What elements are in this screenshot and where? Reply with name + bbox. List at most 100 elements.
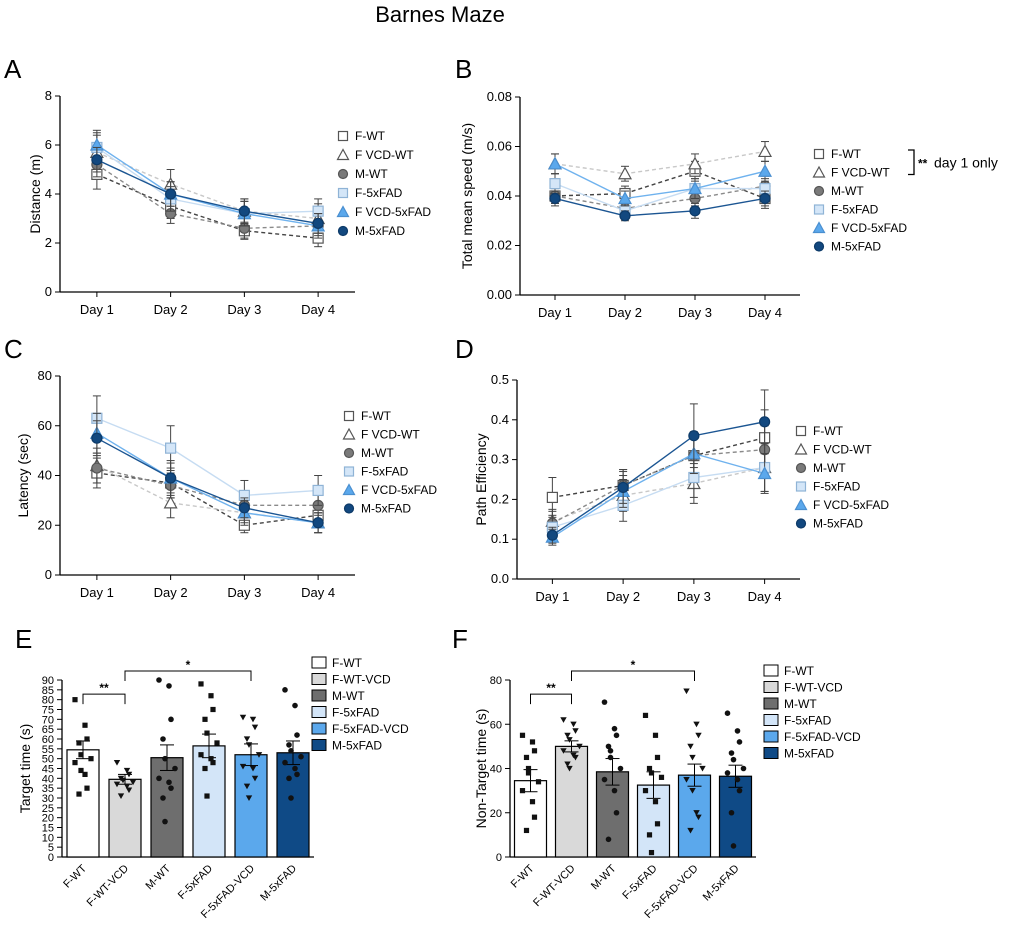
data-point	[689, 205, 701, 217]
point	[724, 710, 731, 716]
bar	[554, 745, 589, 858]
point	[531, 748, 538, 754]
point	[652, 732, 659, 738]
point	[730, 756, 737, 763]
legend-marker	[342, 427, 356, 440]
x-tick-label: Day 4	[301, 302, 335, 317]
point	[202, 716, 208, 722]
point	[654, 754, 661, 761]
point	[611, 787, 618, 794]
x-tick-label: Day 4	[748, 305, 782, 320]
series-m-5xfad	[91, 146, 324, 234]
point	[168, 785, 174, 791]
series-line	[552, 448, 765, 524]
point	[728, 809, 735, 816]
legend-label: F-5xFAD-VCD	[332, 722, 409, 736]
point	[129, 779, 137, 786]
point	[572, 754, 579, 761]
legend-label: F VCD-WT	[831, 166, 890, 180]
series-line	[96, 467, 319, 507]
x-tick-label: Day 2	[154, 585, 188, 600]
bar	[150, 757, 184, 858]
legend-marker	[336, 148, 350, 161]
legend-swatch	[311, 739, 327, 751]
legend-label: F-5xFAD	[784, 714, 832, 728]
y-tick-label: 60	[490, 719, 502, 731]
legend-marker	[794, 498, 808, 511]
bar	[192, 745, 226, 858]
significance-label: **	[546, 681, 556, 695]
point	[648, 770, 655, 776]
panel-letter-b: B	[455, 54, 472, 84]
legend-label: F-5xFAD	[813, 480, 861, 494]
legend-marker	[336, 205, 350, 218]
data-point	[165, 472, 177, 484]
x-tick-label: Day 2	[606, 589, 640, 604]
series-line	[96, 464, 319, 524]
legend-label: F-5xFAD-VCD	[784, 730, 861, 744]
point	[572, 728, 579, 734]
y-tick-label: 90	[42, 675, 54, 687]
series-line	[96, 151, 319, 220]
significance-label: *	[631, 658, 636, 672]
legend-marker	[795, 518, 807, 529]
point	[734, 776, 741, 783]
legend-swatch	[763, 697, 779, 710]
legend-marker	[337, 187, 349, 199]
legend-label: F-5xFAD	[332, 706, 380, 720]
point	[239, 763, 247, 770]
point	[566, 765, 573, 772]
y-tick-label: 60	[38, 418, 52, 433]
data-point	[238, 502, 250, 514]
legend-marker	[342, 483, 356, 496]
legend-label: F-WT	[355, 129, 386, 143]
y-tick-label: 80	[42, 695, 54, 707]
point	[117, 793, 125, 800]
point	[607, 748, 614, 754]
x-tick-label: Day 3	[678, 305, 712, 320]
legend-swatch	[311, 722, 327, 735]
point	[689, 754, 696, 761]
y-tick-label: 40	[38, 468, 52, 483]
legend-marker	[813, 241, 825, 252]
point	[652, 799, 659, 805]
point	[642, 712, 649, 718]
series-f-vcd-wt	[89, 447, 326, 534]
point	[168, 716, 174, 723]
point	[78, 767, 84, 774]
bar	[595, 771, 630, 858]
series-line	[554, 163, 766, 200]
y-tick-label: 0	[496, 852, 502, 864]
legend-marker	[343, 503, 355, 514]
legend-label: M-5xFAD	[361, 502, 411, 516]
series-line	[554, 170, 766, 200]
point	[82, 771, 88, 777]
data-point	[757, 163, 773, 177]
bar-group-f-wt	[513, 732, 548, 858]
legend: F-WT F-WT-VCD M-WT F-5xFAD F-5xFAD-VCD M-5xFA…	[311, 656, 409, 753]
figure-title: Barnes Maze	[375, 2, 505, 27]
point	[687, 827, 694, 834]
legend-swatch	[311, 656, 327, 669]
panel-a: A 0 2 4 6 8 Distance (m) Day 1 Day 2 Day 3 Day 4 F-…	[4, 54, 431, 317]
legend-label: M-WT	[355, 167, 388, 181]
point	[198, 681, 204, 687]
point	[255, 752, 263, 758]
point	[243, 783, 251, 790]
data-point	[91, 432, 103, 444]
point	[601, 699, 608, 705]
legend-swatch	[311, 706, 327, 718]
point	[282, 759, 288, 766]
legend-marker	[337, 225, 349, 237]
point	[529, 799, 536, 805]
point	[84, 736, 90, 742]
x-tick-label: M-5xFAD	[701, 863, 742, 904]
y-tick-label: 15	[42, 823, 54, 835]
legend-marker	[812, 221, 826, 234]
series-m-wt	[91, 452, 324, 516]
series-f-wt	[546, 409, 771, 518]
point	[292, 765, 298, 772]
point	[243, 736, 251, 742]
point	[576, 743, 583, 750]
point	[564, 732, 571, 739]
